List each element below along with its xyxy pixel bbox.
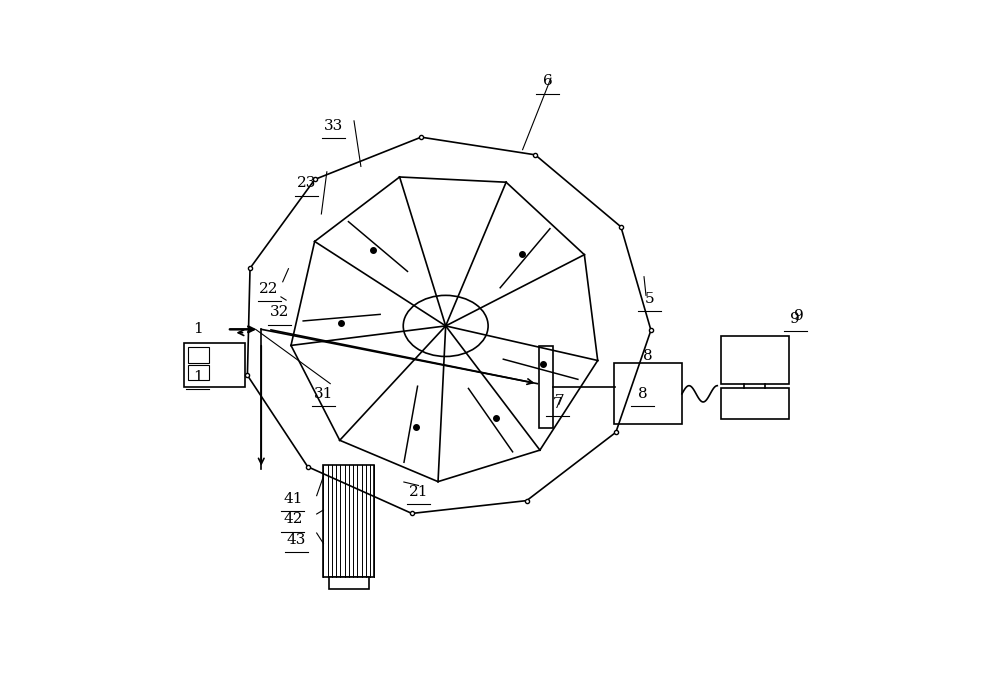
Bar (188, 365, 209, 380)
Bar (323, 465, 374, 577)
Bar (188, 347, 209, 363)
Bar (539, 346, 553, 428)
Text: 9: 9 (794, 309, 804, 323)
Text: 23: 23 (297, 177, 316, 190)
Bar (329, 577, 369, 589)
Text: 9: 9 (790, 312, 800, 326)
Text: 42: 42 (283, 513, 303, 526)
Text: 8: 8 (643, 350, 653, 363)
Text: 21: 21 (409, 485, 428, 499)
Bar (184, 343, 245, 387)
Text: 8: 8 (638, 387, 647, 401)
Bar (614, 363, 682, 424)
Text: 32: 32 (270, 306, 289, 319)
Bar (721, 336, 789, 384)
Text: 7: 7 (555, 394, 565, 407)
Text: 41: 41 (283, 492, 303, 506)
Text: 22: 22 (259, 282, 279, 295)
Text: 7: 7 (553, 397, 563, 411)
Bar (721, 388, 789, 419)
Text: 43: 43 (287, 533, 306, 547)
Text: 1: 1 (193, 370, 203, 384)
Text: 5: 5 (645, 292, 654, 306)
Text: 1: 1 (193, 323, 203, 336)
Ellipse shape (403, 295, 488, 356)
Text: 33: 33 (324, 119, 343, 132)
Text: 31: 31 (314, 387, 333, 401)
Text: 6: 6 (543, 75, 552, 88)
